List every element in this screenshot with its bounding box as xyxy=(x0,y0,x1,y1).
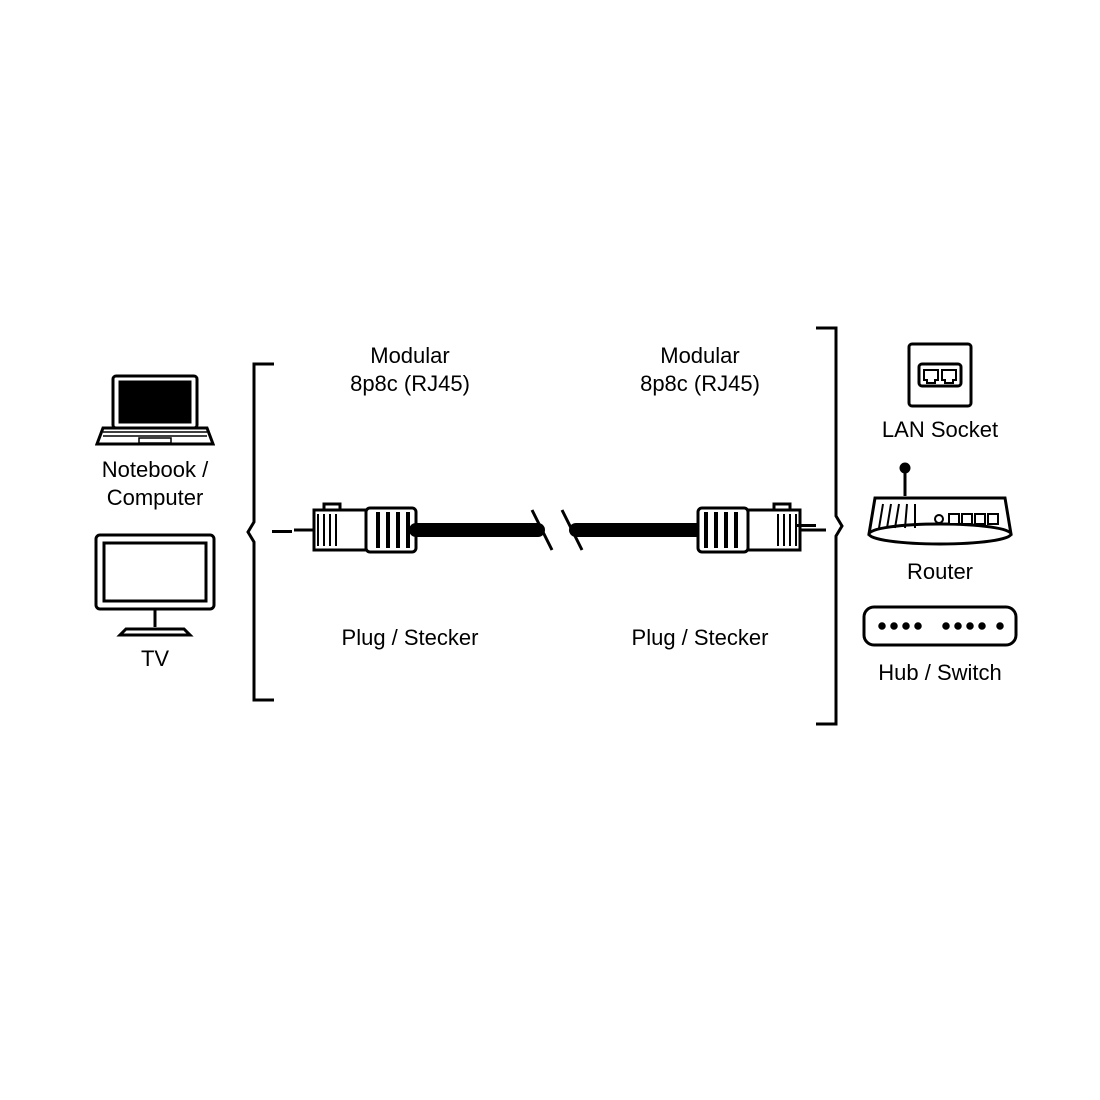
right-connector-type-line2: 8p8c (RJ45) xyxy=(640,371,760,396)
lan-socket-label: LAN Socket xyxy=(882,416,998,444)
left-connector-type-line2: 8p8c (RJ45) xyxy=(350,371,470,396)
left-device-column: Notebook /Computer TV xyxy=(70,370,240,691)
right-bracket-stub xyxy=(796,524,816,527)
router-device: Router xyxy=(850,462,1030,586)
tv-icon xyxy=(90,529,220,639)
left-connector-type: Modular 8p8c (RJ45) xyxy=(310,342,510,397)
router-icon xyxy=(865,462,1015,552)
left-plug-label: Plug / Stecker xyxy=(310,624,510,652)
cable-connection-diagram: Notebook /Computer TV Modular 8p8c (RJ45… xyxy=(70,370,1030,730)
right-plug-label: Plug / Stecker xyxy=(600,624,800,652)
rj45-cable-icon xyxy=(280,470,840,590)
right-connector-type-line1: Modular xyxy=(660,343,739,368)
notebook-icon xyxy=(95,370,215,450)
lan-socket-icon xyxy=(905,340,975,410)
left-connector-type-line1: Modular xyxy=(370,343,449,368)
cable-assembly: Modular 8p8c (RJ45) Modular 8p8c (RJ45) xyxy=(280,370,840,690)
notebook-device: Notebook /Computer xyxy=(70,370,240,511)
lan-socket-device: LAN Socket xyxy=(850,340,1030,444)
tv-label: TV xyxy=(141,645,169,673)
hub-switch-device: Hub / Switch xyxy=(850,603,1030,687)
router-label: Router xyxy=(907,558,973,586)
tv-device: TV xyxy=(70,529,240,673)
notebook-label: Notebook /Computer xyxy=(102,456,208,511)
right-device-column: LAN Socket xyxy=(850,340,1030,705)
hub-switch-icon xyxy=(860,603,1020,653)
right-connector-type: Modular 8p8c (RJ45) xyxy=(600,342,800,397)
hub-switch-label: Hub / Switch xyxy=(878,659,1002,687)
